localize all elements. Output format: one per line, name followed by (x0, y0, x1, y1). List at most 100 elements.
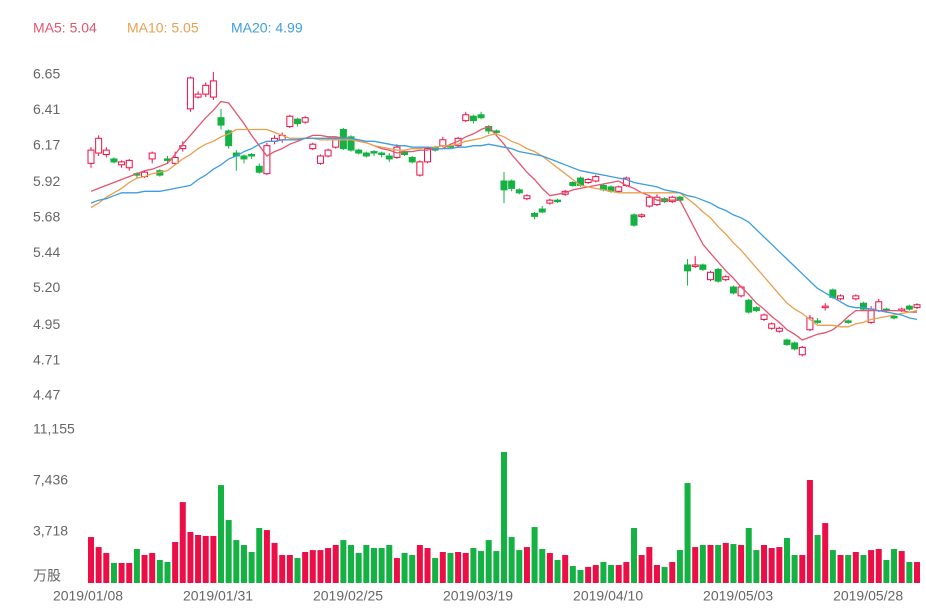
candle-body (699, 264, 707, 270)
volume-bar (95, 547, 102, 583)
candle-body (408, 156, 416, 163)
volume-bar (248, 552, 255, 583)
volume-bar (822, 523, 829, 583)
volume-bar (256, 527, 263, 583)
candle-body (538, 208, 546, 213)
volume-tick-label: 7,436 (33, 472, 68, 488)
volume-tick-label: 11,155 (33, 421, 75, 437)
volume-bar (577, 569, 584, 583)
candle-body (668, 196, 676, 203)
volume-bar (791, 555, 798, 583)
volume-bar (523, 547, 530, 583)
volume-bar (263, 530, 270, 583)
candle-body (370, 151, 378, 154)
volume-bar (401, 552, 408, 583)
volume-bar (745, 527, 752, 583)
candle-body (355, 149, 363, 154)
candle-body (378, 152, 386, 156)
candle-body (508, 180, 516, 189)
volume-bar (386, 545, 393, 583)
y-tick-label: 5.44 (33, 244, 60, 260)
volume-bar (730, 544, 737, 583)
candle-body (592, 176, 600, 182)
volume-bar (317, 550, 324, 583)
volume-bar (348, 545, 355, 583)
candle-body (362, 152, 370, 157)
candle-body (645, 196, 653, 207)
candle-body (347, 136, 355, 151)
volume-bar (393, 558, 400, 583)
volume-bar (631, 527, 638, 583)
volume-bar (432, 558, 439, 583)
volume-bar (516, 550, 523, 583)
candle-body (462, 114, 470, 122)
volume-bar (569, 565, 576, 583)
legend-entry: MA10: 5.05 (127, 20, 199, 36)
candle-body (707, 271, 714, 281)
candle-body (110, 158, 118, 163)
candle-body (821, 305, 829, 309)
volume-bar (363, 545, 370, 583)
volume-bar (592, 565, 599, 583)
candle-body (615, 186, 623, 192)
volume-bar (585, 566, 592, 583)
volume-bar (799, 555, 806, 583)
volume-bar (722, 542, 729, 583)
candle-body (194, 93, 202, 98)
candle-body (760, 314, 768, 320)
candle-body (217, 117, 225, 126)
volume-bar (669, 562, 676, 583)
volume-bar (225, 520, 232, 583)
candle-body (806, 317, 814, 331)
volume-bar (738, 545, 745, 583)
volume-bar (898, 551, 905, 583)
volume-bar (302, 552, 309, 583)
volume-bar (646, 547, 653, 583)
candle-body (745, 299, 753, 313)
candle-body (569, 181, 577, 186)
candle-body (477, 114, 485, 119)
volume-bar (501, 452, 507, 583)
candle-body (500, 180, 508, 191)
candle-body (286, 115, 294, 128)
volume-bar (684, 483, 691, 583)
candle-body (118, 161, 126, 166)
volume-bar (891, 548, 898, 583)
candle-body (87, 149, 95, 164)
volume-bar (126, 562, 133, 583)
volume-bar (378, 548, 385, 583)
volume-bar (485, 540, 492, 583)
volume-bar (424, 548, 431, 583)
x-tick-label: 2019/04/10 (573, 588, 643, 604)
volume-bar (233, 540, 240, 583)
volume-bar (340, 540, 347, 583)
volume-bar (210, 535, 217, 583)
y-tick-label: 6.17 (33, 136, 60, 152)
candle-body (638, 214, 646, 217)
volume-bar (470, 548, 477, 583)
candle-body (584, 179, 592, 183)
candle-body (859, 302, 867, 310)
legend-entry: MA20: 4.99 (231, 20, 303, 36)
candle-body (852, 295, 860, 300)
volume-bar (615, 565, 622, 583)
volume-bar (409, 555, 416, 583)
volume-bar (271, 542, 278, 583)
candle-body (248, 154, 256, 157)
volume-bar (776, 547, 783, 583)
x-tick-label: 2019/05/03 (703, 588, 773, 604)
candle-body (225, 130, 233, 147)
volume-bar (370, 548, 377, 583)
candle-body (209, 80, 217, 98)
volume-bar (638, 555, 645, 583)
candle-body (148, 152, 156, 160)
ma-line (90, 128, 918, 328)
volume-bar (493, 551, 500, 583)
volume-bar (600, 562, 607, 583)
candle-body (875, 301, 883, 312)
candle-body (416, 161, 424, 176)
candle-body (469, 115, 477, 122)
volume-tick-label: 3,718 (33, 523, 68, 539)
candle-body (171, 156, 179, 164)
volume-bar (539, 548, 546, 583)
